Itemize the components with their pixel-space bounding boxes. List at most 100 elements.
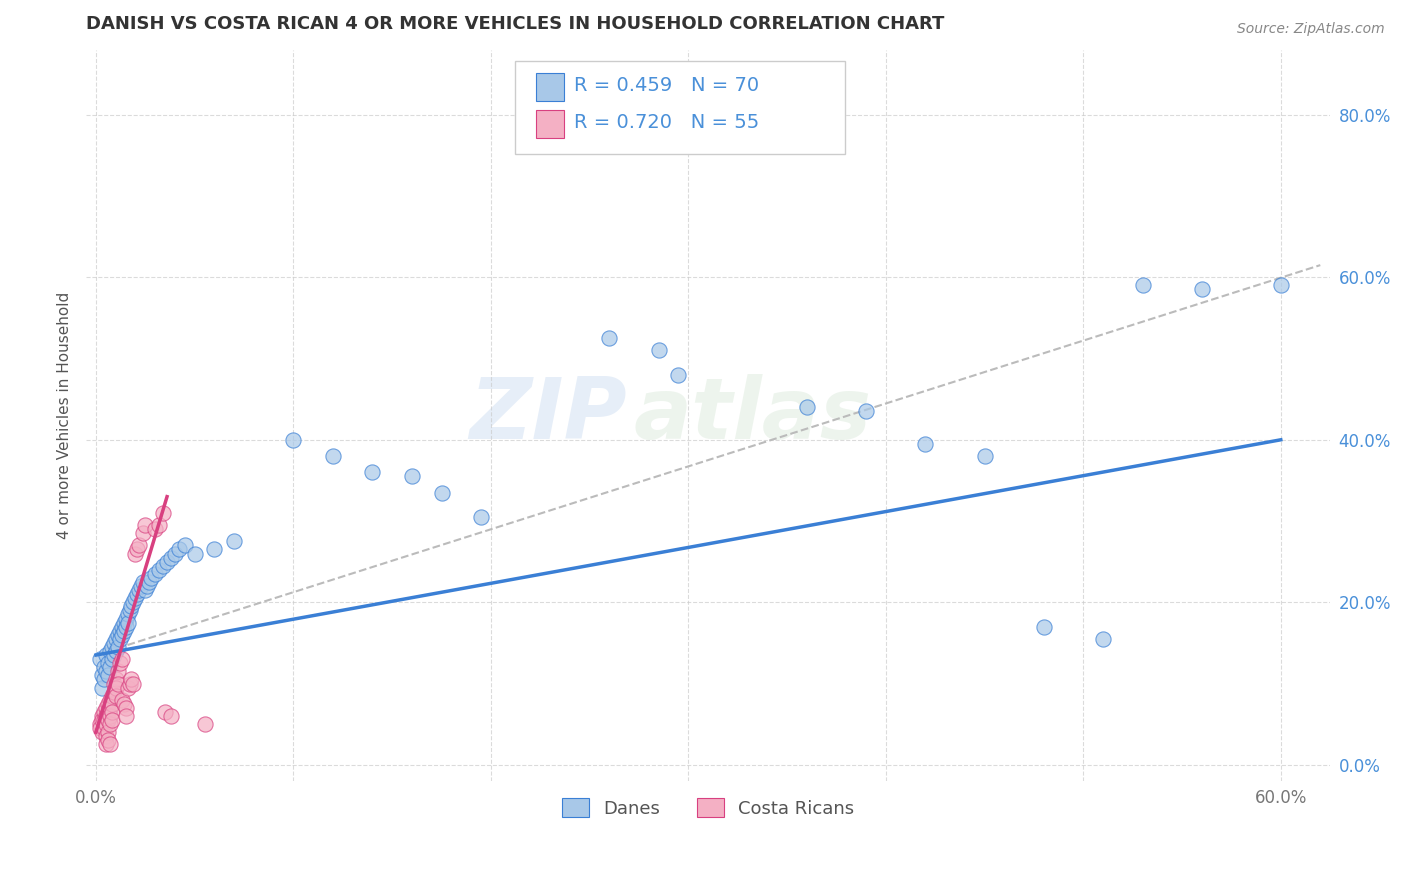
Point <box>143 566 166 581</box>
Point <box>97 668 120 682</box>
Point <box>97 705 120 719</box>
Point <box>98 692 121 706</box>
Point <box>104 644 127 658</box>
Point <box>100 640 122 654</box>
Point <box>167 542 190 557</box>
Point <box>173 538 195 552</box>
Text: atlas: atlas <box>634 374 872 457</box>
Point <box>97 733 120 747</box>
Point <box>152 558 174 573</box>
Point <box>98 660 121 674</box>
Point <box>114 701 136 715</box>
Point <box>100 697 122 711</box>
Point <box>668 368 690 382</box>
Point <box>121 599 143 614</box>
Point <box>122 595 145 609</box>
Point <box>110 620 132 634</box>
Text: R = 0.459   N = 70: R = 0.459 N = 70 <box>574 76 759 95</box>
Point <box>598 331 620 345</box>
Point <box>94 738 117 752</box>
Point <box>94 709 117 723</box>
Point <box>156 555 179 569</box>
Point <box>90 668 112 682</box>
Point <box>648 343 671 358</box>
Point <box>104 632 127 646</box>
Point <box>98 738 121 752</box>
Text: Source: ZipAtlas.com: Source: ZipAtlas.com <box>1237 22 1385 37</box>
Point <box>141 571 163 585</box>
Point <box>107 665 129 679</box>
Point <box>1270 278 1292 293</box>
Point <box>97 725 120 739</box>
Point <box>118 603 141 617</box>
Point <box>98 701 121 715</box>
Point <box>110 652 132 666</box>
Point <box>103 684 125 698</box>
Point <box>110 628 132 642</box>
Point <box>117 607 139 622</box>
Point <box>93 673 115 687</box>
Point <box>103 648 125 662</box>
Point <box>90 709 112 723</box>
Point <box>97 656 120 670</box>
Point <box>93 660 115 674</box>
Point <box>94 701 117 715</box>
Point <box>108 624 131 638</box>
Text: ZIP: ZIP <box>470 374 627 457</box>
Point <box>97 713 120 727</box>
Point <box>112 624 135 638</box>
Y-axis label: 4 or more Vehicles in Household: 4 or more Vehicles in Household <box>58 292 72 539</box>
Point <box>94 717 117 731</box>
Point <box>1191 283 1213 297</box>
Point <box>89 721 111 735</box>
Point <box>98 709 121 723</box>
Legend: Danes, Costa Ricans: Danes, Costa Ricans <box>553 789 863 827</box>
Point <box>97 697 120 711</box>
Point <box>160 550 183 565</box>
Point <box>138 574 160 589</box>
Point <box>117 681 139 695</box>
Point <box>107 628 129 642</box>
Point <box>103 636 125 650</box>
Point <box>93 713 115 727</box>
Point <box>94 729 117 743</box>
Point <box>134 583 156 598</box>
Point <box>100 689 122 703</box>
Point <box>118 676 141 690</box>
Point <box>127 542 149 557</box>
Point <box>855 404 877 418</box>
Point <box>100 652 122 666</box>
Point <box>128 583 150 598</box>
Point <box>122 676 145 690</box>
Point <box>110 692 132 706</box>
Point <box>124 547 146 561</box>
Point <box>322 449 344 463</box>
Point <box>112 697 135 711</box>
Point <box>104 681 127 695</box>
Point <box>132 574 155 589</box>
Point <box>1092 632 1115 646</box>
Point <box>1032 620 1054 634</box>
Point <box>121 673 143 687</box>
Point <box>193 717 215 731</box>
Point <box>98 717 121 731</box>
Point <box>94 665 117 679</box>
Point <box>104 689 127 703</box>
Point <box>401 469 423 483</box>
Point <box>98 644 121 658</box>
Point <box>114 620 136 634</box>
Point <box>1132 278 1154 293</box>
Point <box>103 676 125 690</box>
Point <box>283 433 305 447</box>
Point <box>914 437 936 451</box>
Point <box>163 547 186 561</box>
FancyBboxPatch shape <box>515 61 845 154</box>
Point <box>108 656 131 670</box>
Point <box>112 615 135 630</box>
Point <box>430 485 453 500</box>
Point <box>204 542 226 557</box>
Point <box>796 401 818 415</box>
Point <box>100 705 122 719</box>
Point <box>183 547 205 561</box>
Point <box>224 534 246 549</box>
